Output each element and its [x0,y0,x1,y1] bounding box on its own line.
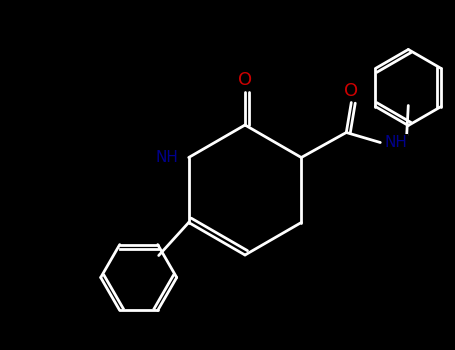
Text: O: O [344,82,359,99]
Text: NH: NH [385,135,408,150]
Text: NH: NH [155,150,178,165]
Text: O: O [238,71,252,89]
